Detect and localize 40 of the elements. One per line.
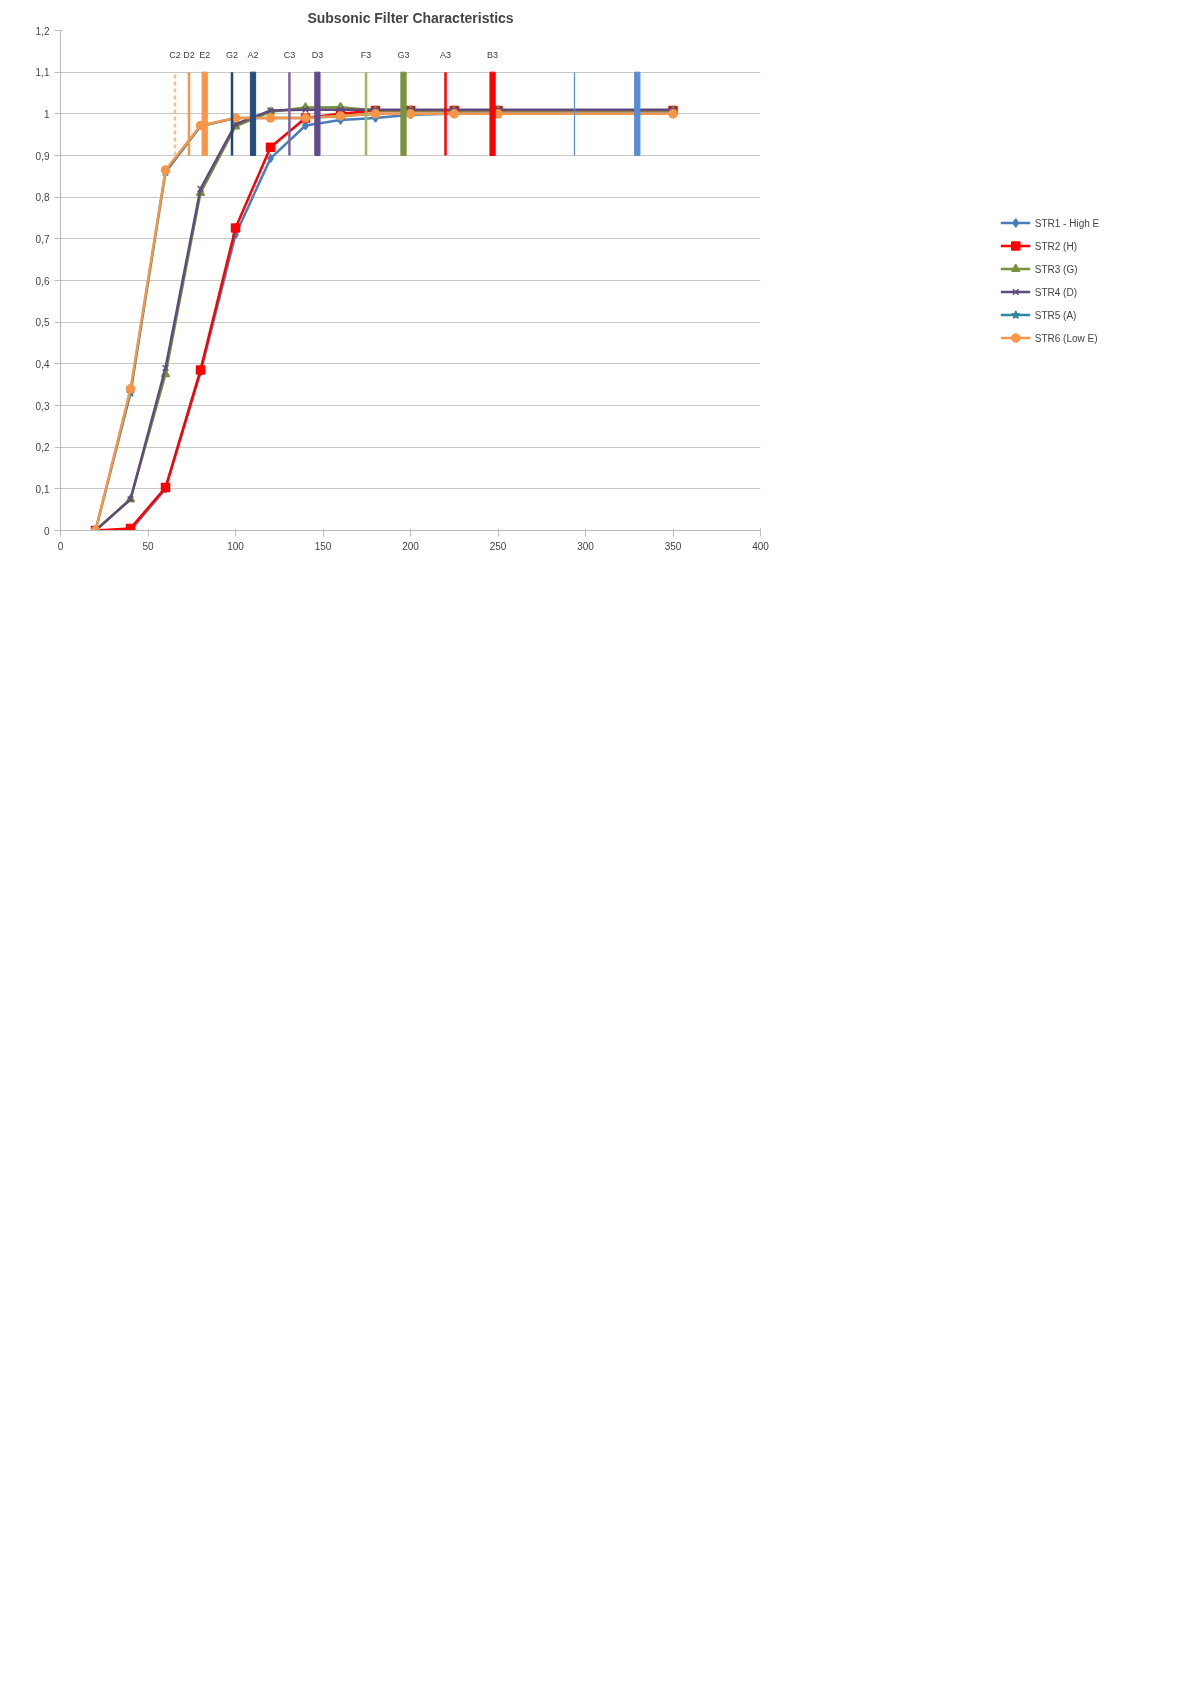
series-label: G2 xyxy=(226,50,239,61)
x-tick-label: 50 xyxy=(142,540,154,552)
series-label: F3 xyxy=(360,50,372,61)
series-label: D3 xyxy=(311,50,324,61)
series-label: G3 xyxy=(397,50,410,61)
x-tick-label: 350 xyxy=(664,540,682,552)
y-tick-label: 1 xyxy=(43,108,50,120)
series-label: D2 xyxy=(183,50,195,61)
legend-label: STR1 - High E xyxy=(1034,217,1100,228)
y-tick-label: 0,7 xyxy=(35,233,50,245)
y-tick-label: 1,1 xyxy=(35,67,50,79)
y-tick-label: 0,1 xyxy=(35,483,50,495)
legend-label: STR6 (Low E) xyxy=(1034,332,1098,343)
series-label: A2 xyxy=(247,50,259,61)
legend-label: STR2 (H) xyxy=(1034,240,1078,251)
legend-label: STR4 (D) xyxy=(1034,286,1078,297)
series-label: E2 xyxy=(199,50,211,61)
y-tick-label: 0,6 xyxy=(35,275,50,287)
legend-label: STR3 (G) xyxy=(1034,263,1079,274)
x-tick-label: 100 xyxy=(227,540,245,552)
series-label: C3 xyxy=(283,50,296,61)
x-tick-label: 150 xyxy=(314,540,332,552)
x-tick-label: 200 xyxy=(402,540,420,552)
y-tick-label: 0,4 xyxy=(35,358,50,370)
series-label: C2 xyxy=(169,50,181,61)
y-tick-label: 0,8 xyxy=(35,192,50,204)
y-tick-label: 1,2 xyxy=(35,25,50,37)
x-tick-label: 250 xyxy=(489,540,507,552)
y-tick-label: 0,2 xyxy=(35,442,50,454)
y-tick-label: 0,5 xyxy=(35,317,50,329)
series-label: B3 xyxy=(487,50,499,61)
x-tick-label: 400 xyxy=(752,540,770,552)
legend-label: STR5 (A) xyxy=(1034,309,1078,320)
series-label: A3 xyxy=(440,50,452,61)
y-tick-label: 0 xyxy=(43,525,50,537)
chart-title: Subsonic Filter Characteristics xyxy=(307,9,514,26)
x-tick-label: 0 xyxy=(57,540,64,552)
y-tick-label: 0,3 xyxy=(35,400,50,412)
x-tick-label: 300 xyxy=(577,540,595,552)
y-tick-label: 0,9 xyxy=(35,150,50,162)
